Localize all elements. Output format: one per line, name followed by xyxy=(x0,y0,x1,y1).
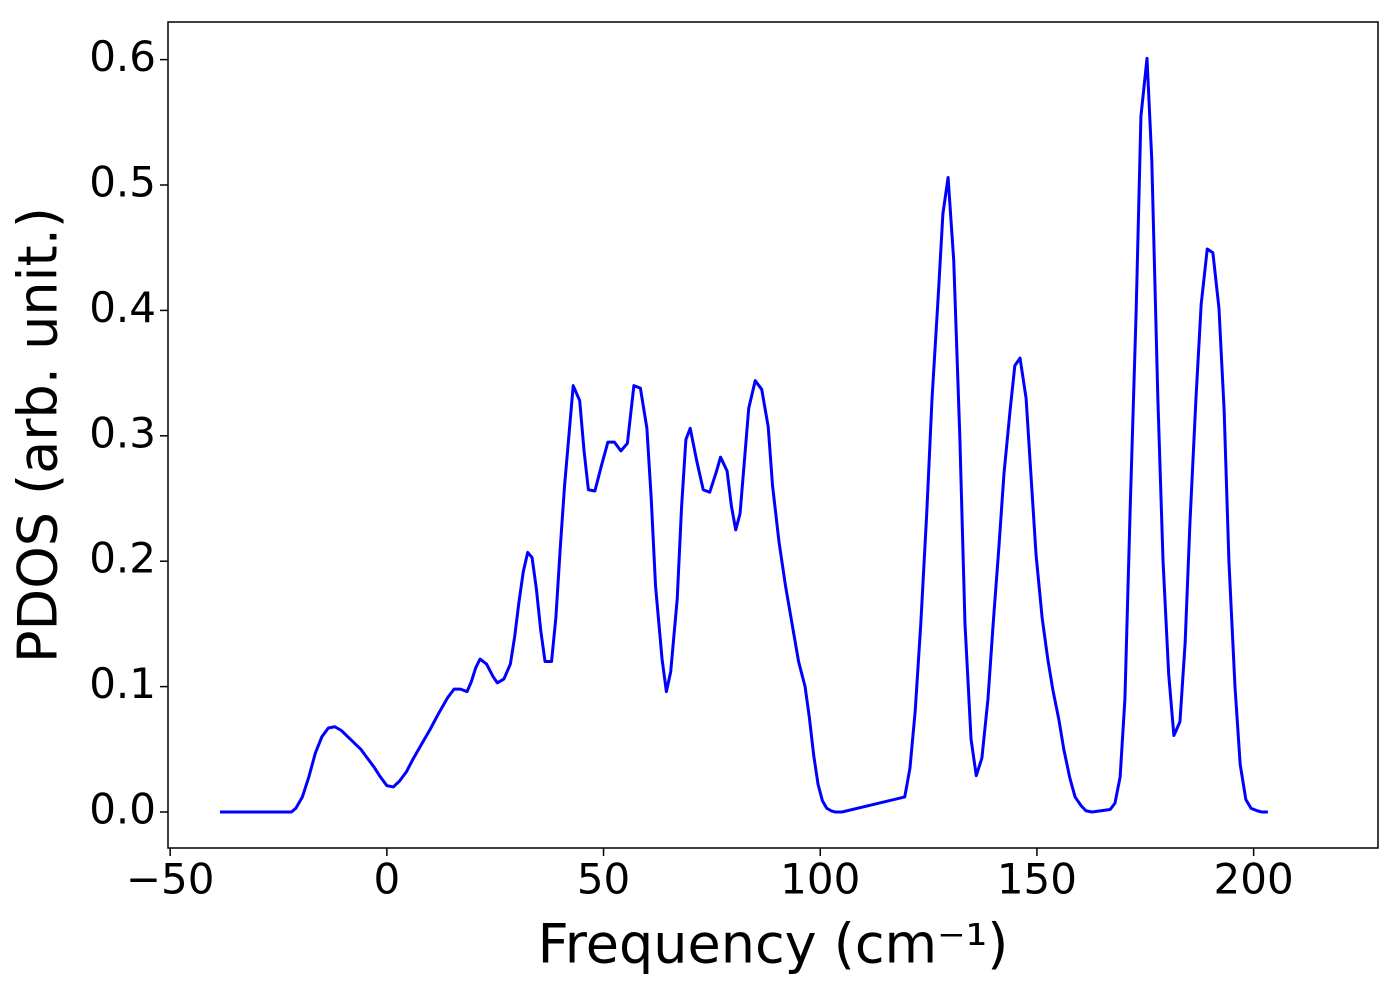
x-tick-label: 50 xyxy=(577,855,630,904)
y-tick-label: 0.6 xyxy=(89,32,156,81)
y-axis-label: PDOS (arb. unit.) xyxy=(7,207,70,663)
x-tick-label: 150 xyxy=(997,855,1077,904)
x-tick-label: 100 xyxy=(780,855,860,904)
y-tick-label: 0.5 xyxy=(89,158,156,207)
x-tick-label: 200 xyxy=(1214,855,1294,904)
y-tick-label: 0.2 xyxy=(89,534,156,583)
y-tick-label: 0.3 xyxy=(89,408,156,457)
plot-frame xyxy=(167,21,1379,849)
x-tick-label: −50 xyxy=(126,855,215,904)
x-tick-label: 0 xyxy=(373,855,400,904)
data-line xyxy=(220,56,1268,814)
y-tick-label: 0.0 xyxy=(89,785,156,834)
x-axis-label: Frequency (cm⁻¹) xyxy=(538,913,1009,976)
y-tick-label: 0.4 xyxy=(89,283,156,332)
y-tick-label: 0.1 xyxy=(89,659,156,708)
